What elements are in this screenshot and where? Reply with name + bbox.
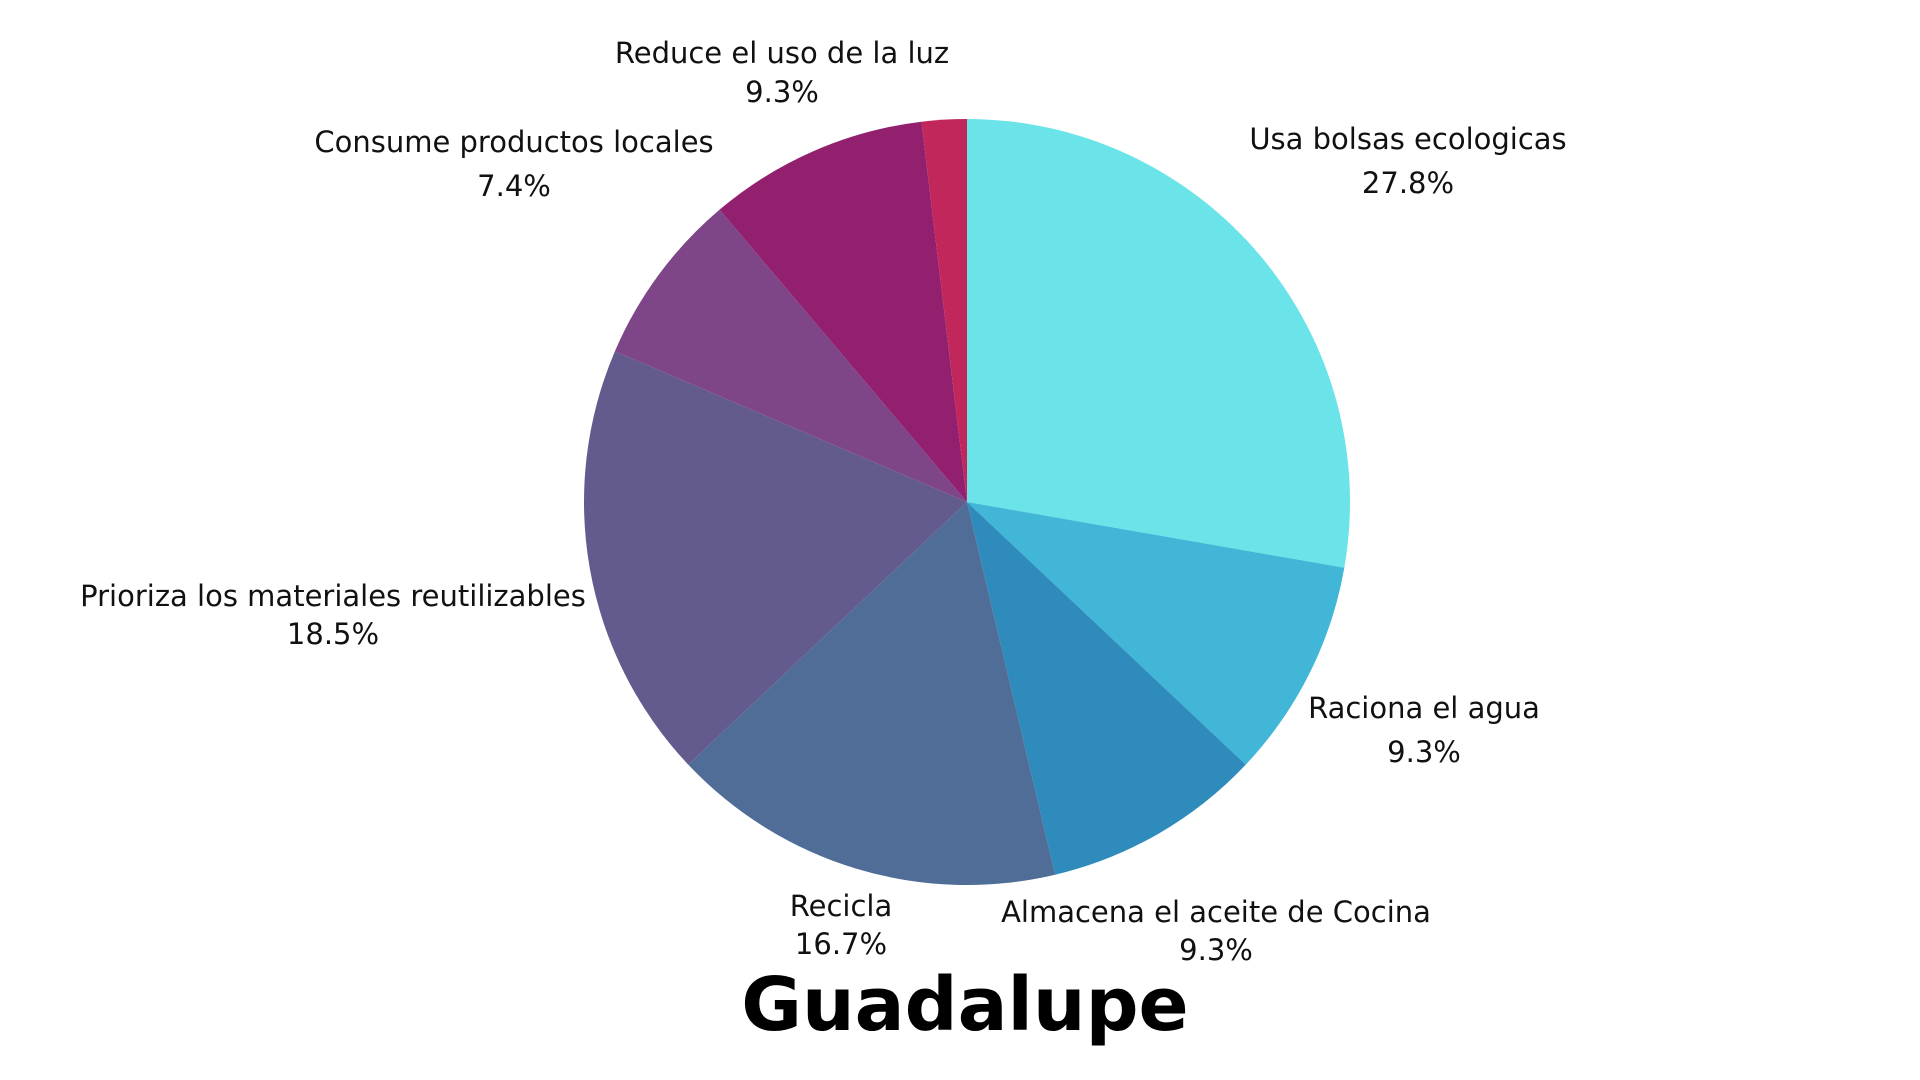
pie-slice-3 (967, 502, 1246, 875)
pie-slice-8 (921, 119, 967, 502)
pie-slice-6 (614, 209, 967, 502)
slice-percent-5: 18.5% (287, 617, 379, 651)
slice-percent-3: 9.3% (1179, 933, 1253, 967)
slice-percent-1: 27.8% (1362, 166, 1454, 200)
slice-label-5: Prioriza los materiales reutilizables (80, 579, 586, 613)
slice-label-7: Reduce el uso de la luz (615, 36, 949, 70)
pie-labels: Usa bolsas ecologicas 27.8% Raciona el agu… (80, 36, 1567, 967)
slice-label-2: Raciona el agua (1308, 691, 1540, 725)
pie-slice-7 (719, 121, 967, 502)
pie-slice-2 (967, 502, 1345, 765)
slice-label-1: Usa bolsas ecologicas (1249, 122, 1566, 156)
pie-slice-4 (688, 502, 1056, 886)
slice-percent-4: 16.7% (795, 927, 887, 961)
slice-label-6: Consume productos locales (314, 125, 713, 159)
chart-title: Guadalupe (741, 962, 1188, 1048)
slice-percent-7: 9.3% (745, 75, 819, 109)
slice-label-3: Almacena el aceite de Cocina (1001, 895, 1431, 929)
pie-slice-5 (583, 351, 967, 765)
slice-percent-2: 9.3% (1387, 735, 1461, 769)
slice-percent-6: 7.4% (477, 169, 551, 203)
pie-slice-1 (967, 119, 1351, 568)
slice-label-4: Recicla (790, 889, 892, 923)
pie-slices (583, 119, 1351, 886)
